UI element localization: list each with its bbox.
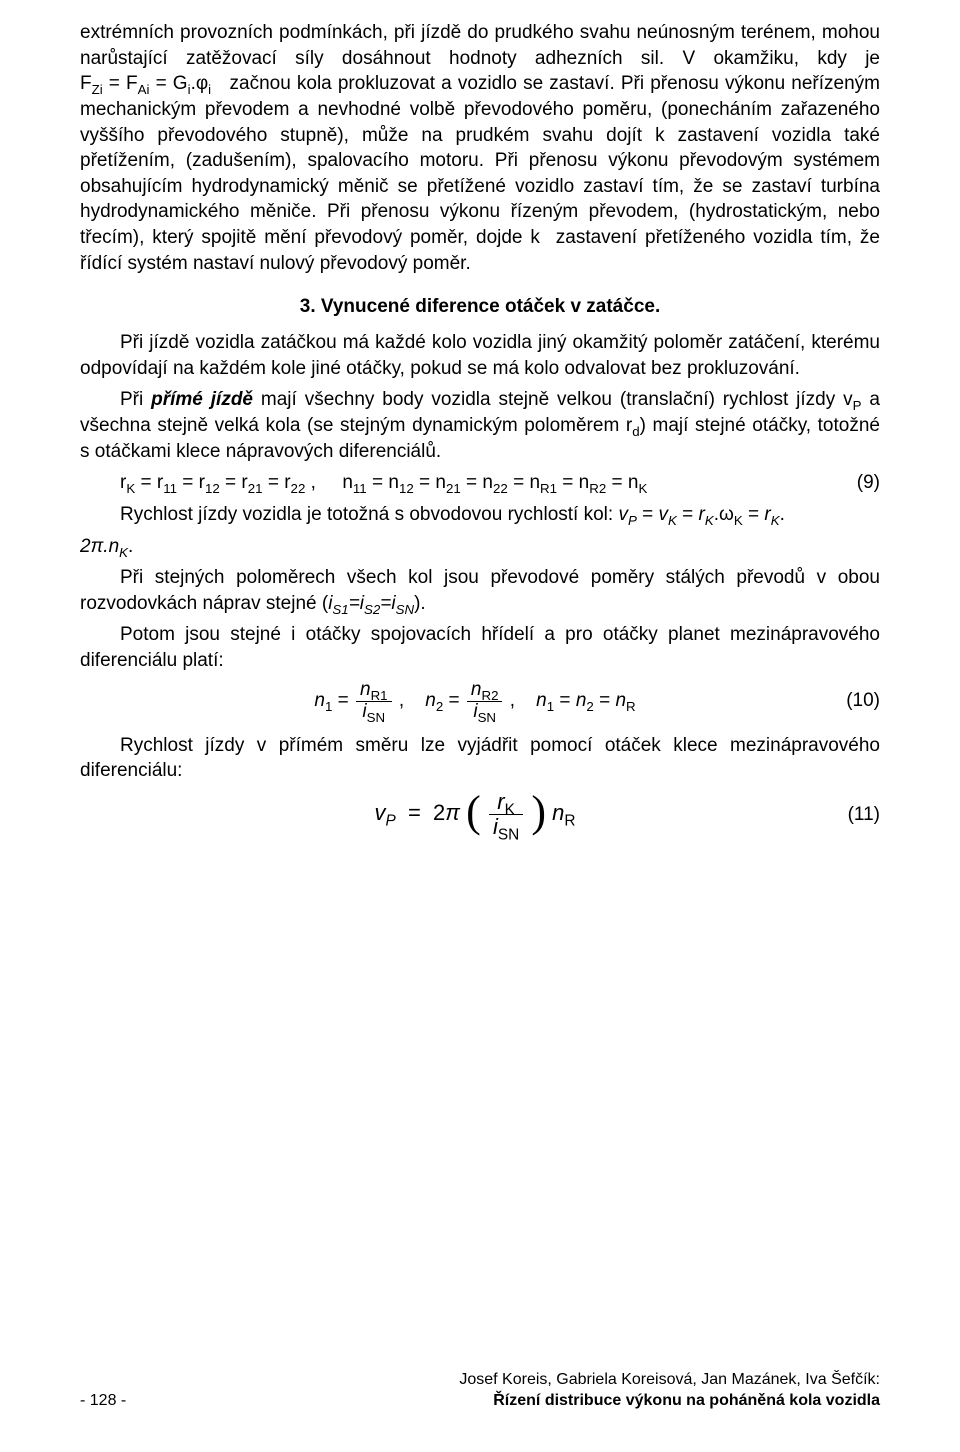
paragraph-2: Při jízdě vozidla zatáčkou má každé kolo… [80, 330, 880, 381]
p3-strong: přímé jízdě [151, 389, 253, 410]
equation-11: vP = 2π ( rK iSN ) nR (11) [80, 790, 880, 839]
eq10-number: (10) [830, 688, 880, 714]
eq9-body: rK = r11 = r12 = r21 = r22 , n11 = n12 =… [120, 470, 830, 496]
content-area: extrémních provozních podmínkách, při jí… [80, 20, 880, 1309]
section-heading: 3. Vynucené diference otáček v zatáčce. [80, 294, 880, 320]
p1-text: extrémních provozních podmínkách, při jí… [80, 22, 880, 274]
paragraph-1: extrémních provozních podmínkách, při jí… [80, 20, 880, 276]
paragraph-4: Rychlost jízdy vozidla je totožná s obvo… [80, 502, 880, 528]
eq9-number: (9) [830, 470, 880, 496]
equation-9: rK = r11 = r12 = r21 = r22 , n11 = n12 =… [120, 470, 880, 496]
footer-right: Josef Koreis, Gabriela Koreisová, Jan Ma… [459, 1369, 880, 1412]
eq11-number: (11) [830, 802, 880, 828]
page-footer: - 128 - Josef Koreis, Gabriela Koreisová… [80, 1369, 880, 1412]
eq10-body: n1 = nR1 iSN , n2 = nR2 iSN , n1 = n2 = … [120, 680, 830, 723]
eq11-body: vP = 2π ( rK iSN ) nR [120, 790, 830, 839]
paragraph-6: Potom jsou stejné i otáčky spojovacích h… [80, 622, 880, 673]
paragraph-7: Rychlost jízdy v přímém směru lze vyjádř… [80, 733, 880, 784]
footer-title: Řízení distribuce výkonu na poháněná kol… [459, 1390, 880, 1412]
paragraph-5: Při stejných poloměrech všech kol jsou p… [80, 565, 880, 616]
footer-page-number: - 128 - [80, 1390, 126, 1412]
page: extrémních provozních podmínkách, při jí… [0, 0, 960, 1452]
p3-pre: Při [120, 389, 151, 410]
footer-authors: Josef Koreis, Gabriela Koreisová, Jan Ma… [459, 1369, 880, 1391]
paragraph-3: Při přímé jízdě mají všechny body vozidl… [80, 387, 880, 464]
equation-10: n1 = nR1 iSN , n2 = nR2 iSN , n1 = n2 = … [80, 680, 880, 723]
paragraph-4b: 2π.nK. [80, 534, 880, 560]
